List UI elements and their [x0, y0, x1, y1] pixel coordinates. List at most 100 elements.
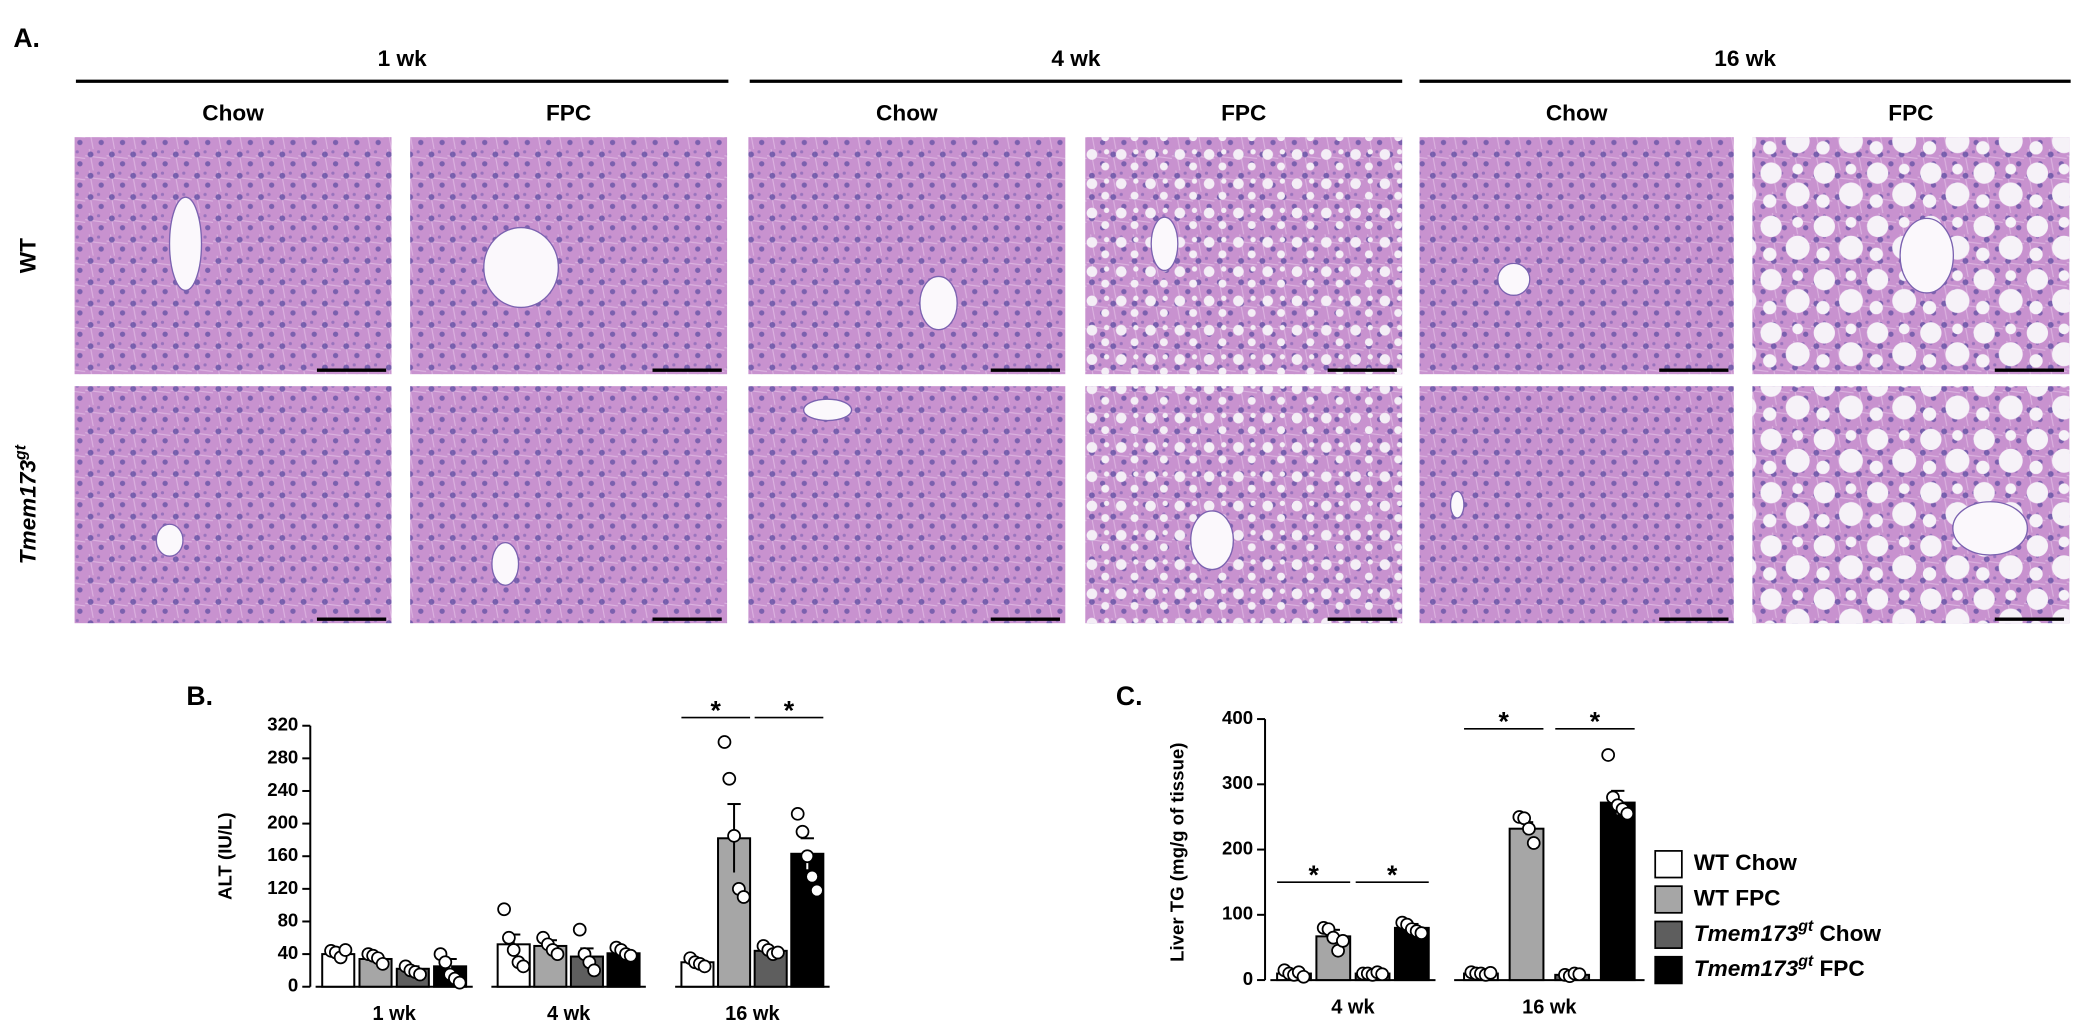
- y-tick-label: 120: [267, 877, 298, 898]
- x-tick-label: 1 wk: [373, 1003, 417, 1025]
- vessel: [1497, 262, 1531, 297]
- text-part: gt: [12, 444, 29, 461]
- y-tick-label: 200: [1222, 837, 1253, 858]
- data-point: [1375, 967, 1390, 982]
- y-tick-label: 240: [267, 779, 298, 800]
- y-tick-label: 80: [278, 909, 299, 930]
- diet-header: FPC: [1221, 101, 1266, 126]
- data-point: [1522, 821, 1536, 836]
- histology-image: [748, 137, 1066, 375]
- data-point: [717, 735, 732, 749]
- data-point: [506, 943, 521, 957]
- panel-label: C.: [1116, 681, 1143, 711]
- lipid-droplets: [1085, 137, 1403, 375]
- text-part: Tmem173: [1694, 921, 1799, 946]
- significance-star: *: [1590, 707, 1601, 737]
- data-point: [771, 945, 785, 960]
- y-tick-label: 400: [1222, 707, 1253, 728]
- text-part: WT Chow: [1694, 850, 1797, 875]
- text-part: gt: [1797, 917, 1814, 934]
- data-point: [452, 975, 467, 990]
- text-part: FPC: [1813, 956, 1865, 981]
- y-tick-label: 0: [1243, 968, 1253, 989]
- y-tick-label: 100: [1222, 903, 1253, 924]
- histology-image: [748, 386, 1066, 624]
- y-tick-label: 320: [267, 714, 298, 735]
- vessel: [802, 398, 853, 422]
- vessel: [1190, 510, 1235, 571]
- vessel: [483, 226, 560, 309]
- diet-header: Chow: [202, 101, 264, 126]
- group-header: 4 wk: [1051, 46, 1100, 71]
- vessel: [168, 196, 203, 292]
- legend-swatch: [1654, 955, 1683, 985]
- data-point: [800, 849, 815, 864]
- data-point: [623, 948, 638, 963]
- data-point: [1526, 836, 1541, 850]
- data-point: [1601, 748, 1616, 762]
- data-point: [727, 828, 741, 843]
- histology-image: [1419, 137, 1734, 375]
- vessel: [1899, 217, 1955, 294]
- legend-label: Tmem173gt FPC: [1694, 953, 1865, 981]
- vessel: [919, 275, 958, 331]
- data-point: [1572, 967, 1587, 982]
- legend-label: WT FPC: [1694, 885, 1781, 910]
- text-part: Tmem173: [1694, 956, 1799, 981]
- text-part: gt: [1797, 953, 1814, 970]
- histology-image: [410, 386, 728, 624]
- data-point: [438, 955, 453, 970]
- data-point: [516, 959, 531, 974]
- text-part: Chow: [1813, 921, 1881, 946]
- text-part: WT: [15, 238, 40, 273]
- histology-image: [74, 386, 392, 624]
- bar: [1508, 827, 1545, 982]
- panel-label: B.: [186, 681, 213, 711]
- vessel: [491, 541, 520, 586]
- x-tick-label: 4 wk: [1331, 996, 1375, 1018]
- row-label: WT: [15, 238, 40, 273]
- histology-image: [1419, 386, 1734, 624]
- legend-swatch: [1654, 885, 1683, 914]
- panel-label: A.: [13, 23, 40, 53]
- data-point: [790, 806, 805, 821]
- data-point: [375, 957, 390, 971]
- data-point: [572, 922, 587, 937]
- y-tick-label: 300: [1222, 772, 1253, 793]
- significance-star: *: [1499, 707, 1510, 737]
- histology-image: [74, 137, 392, 375]
- x-tick-label: 16 wk: [1522, 996, 1577, 1018]
- data-point: [338, 943, 353, 957]
- bar: [1599, 801, 1636, 982]
- y-axis-label: Liver TG (mg/g of tissue): [1166, 743, 1187, 962]
- data-point: [502, 930, 516, 945]
- data-point: [795, 824, 810, 839]
- group-header: 16 wk: [1714, 46, 1776, 71]
- diet-header: Chow: [1546, 101, 1608, 126]
- data-point: [805, 869, 819, 884]
- legend-label: Tmem173gt Chow: [1694, 917, 1882, 945]
- significance-star: *: [1308, 860, 1319, 890]
- lipid-droplets: [1085, 386, 1403, 624]
- y-tick-label: 280: [267, 746, 298, 767]
- data-point: [810, 883, 824, 898]
- data-point: [1414, 926, 1429, 940]
- lipid-droplets: [1752, 386, 2070, 624]
- data-point: [413, 967, 427, 982]
- diet-header: Chow: [876, 101, 938, 126]
- data-point: [1620, 806, 1635, 821]
- significance-star: *: [784, 695, 795, 725]
- data-point: [1336, 934, 1350, 948]
- significance-star: *: [711, 695, 722, 725]
- data-point: [722, 771, 737, 786]
- legend-swatch: [1654, 850, 1683, 879]
- data-point: [1296, 969, 1311, 984]
- group-header: 1 wk: [378, 46, 427, 71]
- vessel: [155, 523, 184, 557]
- y-tick-label: 160: [267, 844, 298, 865]
- data-point: [697, 959, 712, 974]
- data-point: [736, 890, 751, 904]
- vessel: [1449, 490, 1465, 519]
- text-part: Tmem173: [15, 460, 40, 565]
